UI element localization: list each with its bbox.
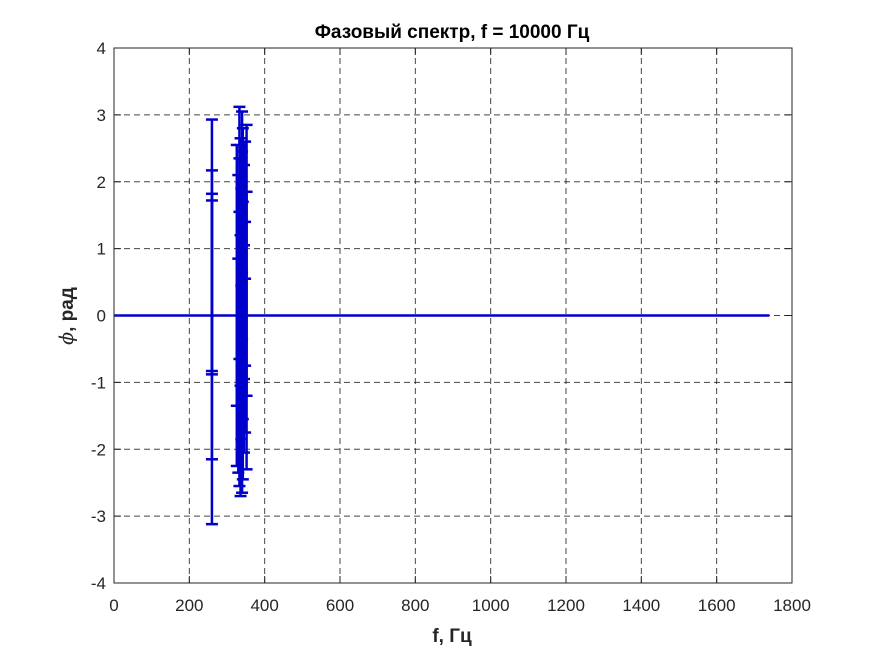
x-tick-label: 1000 <box>472 596 510 615</box>
x-tick-label: 400 <box>250 596 278 615</box>
x-tick-label: 1200 <box>547 596 585 615</box>
y-tick-label: -1 <box>91 373 106 392</box>
y-tick-label: 3 <box>97 106 106 125</box>
y-tick-label: 4 <box>97 39 106 58</box>
y-tick-label: 2 <box>97 173 106 192</box>
x-tick-label: 1800 <box>773 596 811 615</box>
x-axis-title: f, Гц <box>432 626 472 647</box>
chart-title: Фазовый спектр, f = 10000 Гц <box>315 22 590 43</box>
x-tick-label: 0 <box>109 596 118 615</box>
x-tick-label: 800 <box>401 596 429 615</box>
x-tick-label: 200 <box>175 596 203 615</box>
x-tick-label: 1400 <box>622 596 660 615</box>
y-tick-label: 0 <box>97 307 106 326</box>
y-axis-title: ϕ, рад <box>56 287 78 345</box>
y-tick-label: 1 <box>97 240 106 259</box>
x-tick-label: 600 <box>326 596 354 615</box>
stem-series <box>114 105 770 526</box>
y-tick-label: -4 <box>91 574 106 593</box>
y-tick-label: -3 <box>91 507 106 526</box>
axis-ticks: 0 200 400 600 800 1000 1200 1400 1600 1800 4 3 2 1 0 -1… <box>91 39 811 615</box>
y-tick-label: -2 <box>91 440 106 459</box>
y-axis-symbol: ϕ <box>56 332 78 345</box>
x-tick-label: 1600 <box>698 596 736 615</box>
y-axis-unit: , рад <box>57 287 78 332</box>
